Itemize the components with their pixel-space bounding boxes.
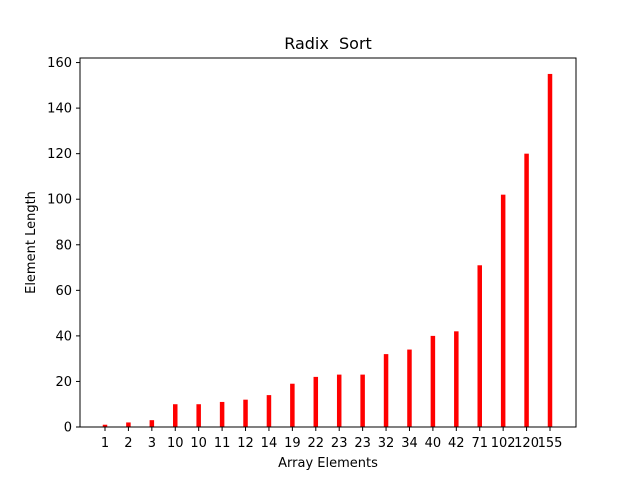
x-tick-label-5: 11 [214,436,231,451]
bars-group [102,73,553,428]
bar-7 [266,395,272,427]
bar-3 [173,404,178,427]
bar-5 [219,401,225,427]
bar-12 [383,354,389,427]
x-axis-label: Array Elements [278,456,378,471]
x-tick-label-2: 3 [148,436,156,451]
bar-4 [196,404,201,427]
x-tick-label-18: 120 [514,436,539,451]
bar-16 [477,265,482,427]
x-tick-label-19: 155 [538,436,563,451]
x-tick-label-3: 10 [167,436,184,451]
y-tick-label-6: 120 [47,147,72,162]
x-tick-label-15: 42 [448,436,465,451]
bar-2 [149,420,155,427]
x-tick-label-12: 32 [378,436,395,451]
x-tick-label-13: 34 [401,436,418,451]
y-tick-label-3: 60 [55,284,72,299]
bar-13 [407,349,412,427]
plot-area-frame [79,57,577,428]
bar-10 [336,374,342,427]
x-tick-label-8: 19 [284,436,301,451]
x-tick-label-0: 1 [101,436,109,451]
x-tick-label-9: 22 [308,436,325,451]
bar-8 [290,383,295,427]
x-tick-label-4: 10 [190,436,207,451]
y-axis-ticks: 0 20 40 60 80 100 120 140 160 [47,56,80,436]
y-tick-label-8: 160 [47,56,72,71]
bar-0 [102,424,108,427]
x-tick-label-1: 2 [124,436,132,451]
bar-17 [500,194,506,427]
y-tick-label-7: 140 [47,102,72,117]
bar-1 [126,422,131,427]
y-tick-label-2: 40 [55,329,72,344]
x-tick-label-14: 40 [425,436,442,451]
y-tick-label-4: 80 [55,238,72,253]
y-axis-label: Element Length [24,191,39,294]
bar-15 [454,331,459,427]
bar-11 [360,374,365,427]
bar-9 [313,376,319,427]
x-tick-label-16: 71 [471,436,488,451]
bar-6 [243,399,248,427]
chart-title: Radix Sort [284,34,372,53]
x-tick-label-7: 14 [261,436,278,451]
bar-14 [430,335,436,427]
x-tick-label-17: 102 [491,436,516,451]
x-tick-label-10: 23 [331,436,348,451]
y-tick-label-0: 0 [64,421,72,436]
bar-18 [524,153,529,428]
y-tick-label-1: 20 [55,375,72,390]
x-tick-label-11: 23 [354,436,371,451]
bar-19 [547,73,553,427]
y-tick-label-5: 100 [47,193,72,208]
x-tick-label-6: 12 [237,436,254,451]
